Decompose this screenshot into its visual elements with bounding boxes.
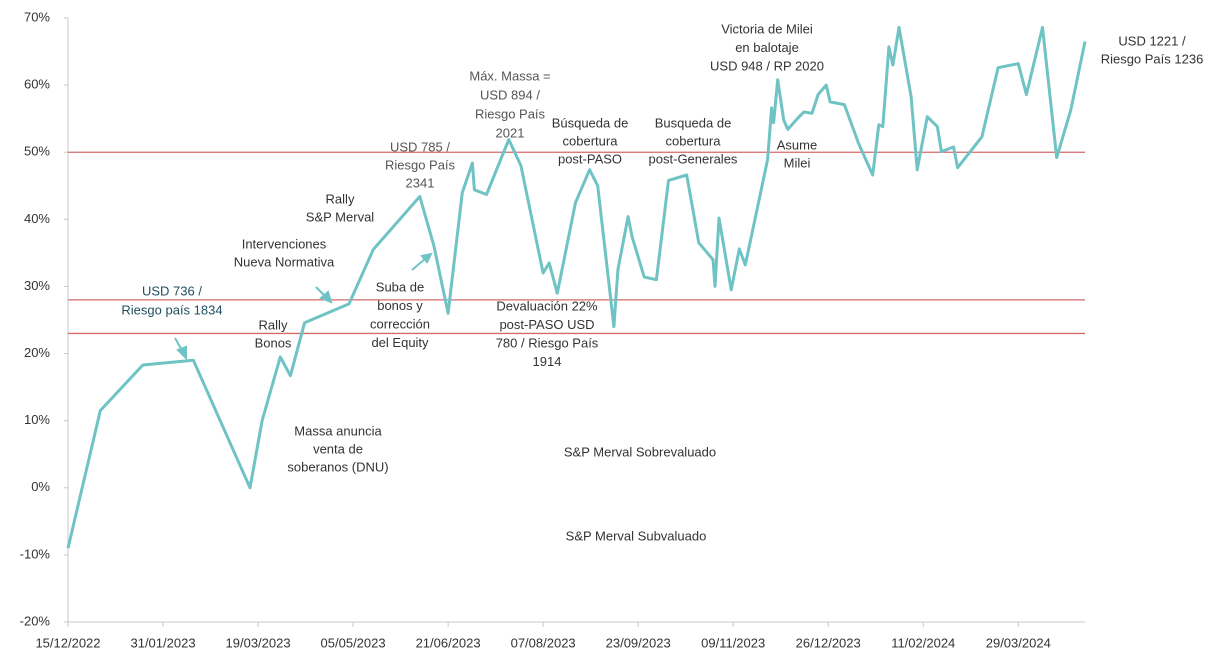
y-tick-label: 70% [24, 9, 50, 24]
annotation: Devaluación 22% [496, 298, 598, 313]
annotation: 2341 [406, 175, 435, 190]
annotation: Riesgo País [385, 157, 456, 172]
annotation: 2021 [496, 125, 525, 140]
arrow [411, 257, 427, 271]
x-tick-label: 21/06/2023 [416, 635, 481, 650]
x-tick-label: 07/08/2023 [511, 635, 576, 650]
annotation: Massa anuncia [294, 423, 382, 438]
annotation: Riesgo país 1834 [121, 302, 222, 317]
arrow-head [176, 345, 187, 361]
y-tick-label: 30% [24, 278, 50, 293]
annotation: Suba de [376, 279, 424, 294]
annotation: bonos y [377, 298, 423, 313]
arrows [174, 252, 433, 361]
annotation: Intervenciones [242, 236, 327, 251]
annotation: del Equity [371, 335, 429, 350]
annotation: soberanos (DNU) [287, 459, 388, 474]
annotation: USD 894 / [480, 87, 540, 102]
annotation: post-Generales [649, 151, 738, 166]
annotation: Milei [784, 155, 811, 170]
x-tick-label: 26/12/2023 [796, 635, 861, 650]
arrow-head [319, 290, 333, 304]
annotation: cobertura [666, 133, 722, 148]
y-tick-label: 40% [24, 211, 50, 226]
annotation: en balotaje [735, 40, 799, 55]
annotation: Riesgo País 1236 [1101, 51, 1204, 66]
annotation: 780 / Riesgo País [496, 335, 599, 350]
series-line [66, 25, 1087, 549]
annotation: Máx. Massa = [469, 68, 550, 83]
x-tick-label: 31/01/2023 [130, 635, 195, 650]
y-tick-label: -10% [20, 546, 51, 561]
annotation: post-PASO USD [499, 317, 594, 332]
annotation: Asume [777, 137, 817, 152]
annotation: S&P Merval Sobrevaluado [564, 444, 716, 459]
annotation: cobertura [563, 133, 619, 148]
y-tick-label: 0% [31, 479, 50, 494]
annotation: S&P Merval Subvaluado [566, 528, 707, 543]
annotation: USD 948 / RP 2020 [710, 58, 824, 73]
annotation: USD 785 / [390, 139, 450, 154]
annotation: Victoria de Milei [721, 21, 813, 36]
x-tick-label: 23/09/2023 [606, 635, 671, 650]
annotation: USD 736 / [142, 283, 202, 298]
y-tick-label: 20% [24, 345, 50, 360]
x-tick-label: 19/03/2023 [226, 635, 291, 650]
x-tick-label: 11/02/2024 [891, 635, 955, 650]
annotation: Rally [259, 317, 288, 332]
annotation: Busqueda de [655, 115, 732, 130]
x-tick-label: 05/05/2023 [321, 635, 386, 650]
y-tick-label: -20% [20, 613, 51, 628]
y-tick-label: 50% [24, 144, 50, 159]
arrow-head [420, 252, 433, 264]
y-tick-label: 60% [24, 77, 50, 92]
annotation: Nueva Normativa [234, 254, 335, 269]
annotation: Riesgo País [475, 106, 546, 121]
x-tick-label: 29/03/2024 [986, 635, 1051, 650]
annotation: corrección [370, 316, 430, 331]
annotation: venta de [313, 441, 363, 456]
x-tick-label: 09/11/2023 [701, 635, 765, 650]
y-tick-label: 10% [24, 412, 50, 427]
x-tick-label: 15/12/2022 [35, 635, 100, 650]
annotation: Rally [326, 191, 355, 206]
annotation: S&P Merval [306, 209, 375, 224]
annotation: post-PASO [558, 151, 622, 166]
annotation: 1914 [533, 354, 562, 369]
annotation: Bonos [255, 335, 292, 350]
annotation: Búsqueda de [552, 115, 629, 130]
annotation: USD 1221 / [1118, 33, 1186, 48]
